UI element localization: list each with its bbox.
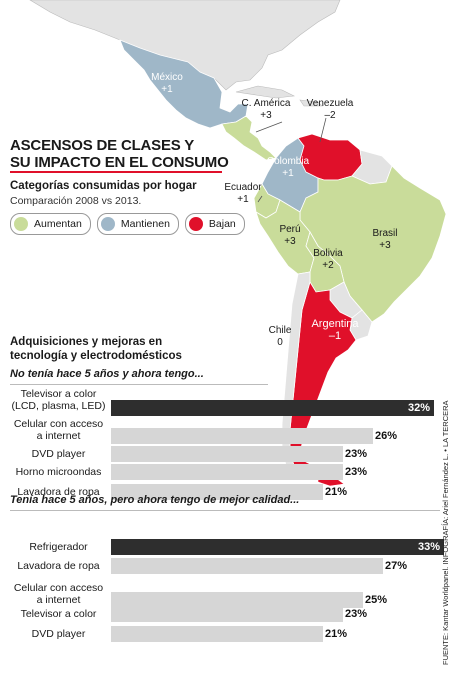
chart2-value-label: 27% <box>385 560 408 572</box>
legend-label-aumentan: Aumentan <box>34 218 82 230</box>
colombia-name: Colombia <box>266 156 310 167</box>
chart2-subtitle: Tenía hace 5 años, pero ahora tengo de m… <box>10 494 300 506</box>
chart2-category-label: Lavadora de ropa <box>17 560 100 572</box>
chart2-bar <box>111 592 363 608</box>
title-line-1: ASCENSOS DE CLASES Y <box>10 137 195 154</box>
chart1-value-label: 23% <box>345 466 368 478</box>
chart2-bar <box>111 626 323 642</box>
map-label-ecuador: Ecuador +1 <box>216 182 270 206</box>
legend-label-bajan: Bajan <box>208 218 236 230</box>
legend: Aumentan Mantienen Bajan <box>10 213 245 235</box>
subnote: Comparación 2008 vs 2013. <box>10 195 142 207</box>
chart1-bar <box>111 400 434 416</box>
chart2-bar <box>111 606 343 622</box>
chart2-category-label: DVD player <box>31 628 86 640</box>
map-label-camerica: C. América +3 <box>236 98 296 122</box>
legend-label-mantienen: Mantienen <box>120 218 170 230</box>
chart1-value-label: 21% <box>325 486 348 498</box>
argentina-value: –1 <box>328 330 342 342</box>
map-label-mexico: México +1 <box>138 72 196 96</box>
map-label-peru: Perú +3 <box>270 224 310 248</box>
chart1-divider <box>10 384 268 385</box>
map-label-brasil: Brasil +3 <box>362 228 408 252</box>
chart1-bar <box>111 446 343 462</box>
map-label-venezuela: Venezuela –2 <box>300 98 360 122</box>
title-line-2: SU IMPACTO EN EL CONSUMO <box>10 154 229 171</box>
venezuela-name: Venezuela <box>306 98 354 109</box>
legend-item-bajan: Bajan <box>184 213 245 235</box>
chart1-category-label: Celular con acceso a internet <box>13 418 104 442</box>
chart-section-title: Adquisiciones y mejoras en tecnología y … <box>10 336 182 362</box>
chart1-category-label: DVD player <box>31 448 86 460</box>
chart2-category-label: Refrigerador <box>29 541 88 553</box>
chart2-value-label: 23% <box>345 608 368 620</box>
usa-land <box>29 0 341 91</box>
peru-value: +3 <box>284 236 296 247</box>
legend-swatch-mantienen <box>100 217 115 231</box>
colombia-value: +1 <box>282 168 294 179</box>
chart2-value-label: 21% <box>325 628 348 640</box>
brasil-name: Brasil <box>372 228 398 239</box>
chart2-value-label: 33% <box>418 541 441 553</box>
credit-line: FUENTE: Kantar Worldpanel. INFOGRAFÍA: A… <box>441 400 450 665</box>
ecuador-value: +1 <box>237 194 249 205</box>
chart2-category-label: Celular con acceso a internet <box>13 582 104 606</box>
mexico-value: +1 <box>161 84 173 95</box>
chart1-category-label: Horno microondas <box>15 466 102 478</box>
map-label-colombia: Colombia +1 <box>260 156 316 180</box>
chart1-subtitle: No tenía hace 5 años y ahora tengo... <box>10 368 204 380</box>
chile-name: Chile <box>268 325 292 336</box>
legend-swatch-aumentan <box>14 217 28 231</box>
ecuador-name: Ecuador <box>224 182 262 193</box>
legend-swatch-bajan <box>188 217 203 231</box>
argentina-name: Argentina <box>311 318 359 330</box>
subhead: Categorías consumidas por hogar <box>10 180 197 192</box>
chart2-category-label: Televisor a color <box>20 608 97 620</box>
bolivia-value: +2 <box>322 260 334 271</box>
map-label-argentina: Argentina –1 <box>304 318 366 342</box>
chart1-bar <box>111 428 373 444</box>
chile-value: 0 <box>277 337 283 348</box>
chart1-value-label: 23% <box>345 448 368 460</box>
camerica-value: +3 <box>260 110 272 121</box>
legend-item-aumentan: Aumentan <box>10 213 91 235</box>
map-label-chile: Chile 0 <box>262 325 298 349</box>
chart-1: Televisor a color (LCD, plasma, LED) 32% C… <box>10 388 442 500</box>
chart1-bar <box>111 464 343 480</box>
caribbean-islands <box>235 85 323 107</box>
chart1-value-label: 32% <box>408 402 431 414</box>
chart2-divider <box>10 510 440 511</box>
central-america-region <box>221 115 277 161</box>
chart2-bar <box>111 539 444 555</box>
bolivia-name: Bolivia <box>313 248 343 259</box>
chart1-bar <box>111 484 323 500</box>
page-title: ASCENSOS DE CLASES Y SU IMPACTO EN EL CO… <box>10 137 229 171</box>
mexico-name: México <box>151 72 183 83</box>
legend-item-mantienen: Mantienen <box>96 213 179 235</box>
peru-name: Perú <box>279 224 301 235</box>
map-label-bolivia: Bolivia +2 <box>306 248 350 272</box>
chart-2: Refrigerador 33% Lavadora de ropa 27% Celula… <box>10 514 444 644</box>
chart1-category-label: Lavadora de ropa <box>17 486 100 498</box>
brasil-value: +3 <box>379 240 391 251</box>
chart1-category-label: Televisor a color (LCD, plasma, LED) <box>11 388 106 412</box>
chart2-bar <box>111 558 383 574</box>
camerica-name: C. América <box>241 98 291 109</box>
title-rule <box>10 171 222 173</box>
chart1-value-label: 26% <box>375 430 398 442</box>
venezuela-value: –2 <box>324 110 336 121</box>
chart2-value-label: 25% <box>365 594 388 606</box>
